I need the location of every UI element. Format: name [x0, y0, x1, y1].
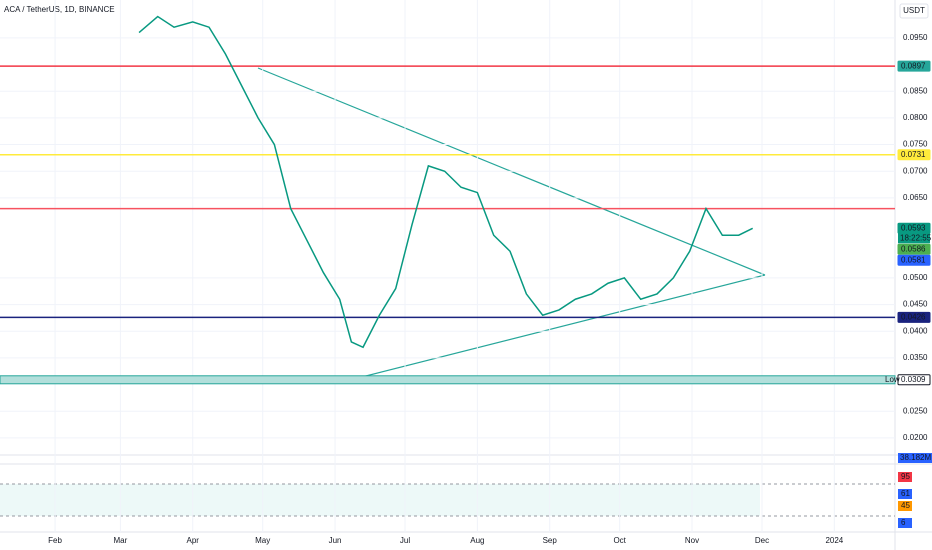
- x-tick-label: Feb: [48, 536, 62, 545]
- level-band: [0, 375, 896, 385]
- price-badge: [897, 254, 931, 266]
- y-tick-label: 0.0950: [903, 33, 928, 42]
- oscillator-label: 6: [901, 518, 906, 527]
- x-tick-label: Nov: [685, 536, 699, 545]
- y-tick-label: 0.0450: [903, 300, 928, 309]
- oscillator-badge: [898, 489, 912, 499]
- countdown-box: [898, 233, 930, 244]
- y-tick-label: 0.0700: [903, 166, 928, 175]
- oscillator-band: [0, 484, 760, 516]
- y-tick-label: 0.0850: [903, 86, 928, 95]
- price-badge-label: 0.0309: [901, 375, 926, 384]
- currency-box: [899, 3, 929, 19]
- oscillator-label: 61: [901, 489, 910, 498]
- price-badge: [897, 149, 931, 161]
- oscillator-label: 45: [901, 501, 910, 510]
- price-badge: [897, 311, 931, 323]
- price-badge-label: 0.0731: [901, 150, 926, 159]
- y-tick-label: 0.0400: [903, 326, 928, 335]
- price-badge-label: 0.0897: [901, 61, 926, 70]
- price-badge-label: 0.0426: [901, 312, 926, 321]
- x-tick-label: Apr: [186, 536, 199, 545]
- y-tick-label: 0.0350: [903, 353, 928, 362]
- x-tick-label: 2024: [825, 536, 843, 545]
- oscillator-label: 95: [901, 472, 910, 481]
- y-tick-label: 0.0750: [903, 140, 928, 149]
- y-tick-label: 0.0650: [903, 193, 928, 202]
- volume-label: 38.182M: [900, 453, 931, 462]
- x-tick-label: Oct: [613, 536, 626, 545]
- x-tick-label: Mar: [114, 536, 128, 545]
- x-tick-label: May: [255, 536, 270, 545]
- price-badge-label: 0.0586: [901, 244, 926, 253]
- y-tick-label: 0.0200: [903, 433, 928, 442]
- countdown: 18:22:55: [900, 233, 932, 242]
- price-badge-label: 0.0593: [901, 223, 926, 232]
- x-tick-label: Jul: [400, 536, 410, 545]
- x-tick-label: Aug: [470, 536, 484, 545]
- y-tick-label: 0.0800: [903, 113, 928, 122]
- volume-badge: [898, 453, 932, 463]
- oscillator-badge: [898, 501, 912, 511]
- oscillator-badge: [898, 472, 912, 482]
- x-tick-label: Jun: [329, 536, 342, 545]
- price-badge: [897, 374, 931, 386]
- x-tick-label: Sep: [543, 536, 558, 545]
- triangle-lower: [357, 274, 766, 379]
- price-line: [138, 15, 754, 349]
- y-tick-label: 0.0250: [903, 406, 928, 415]
- currency: USDT: [903, 6, 925, 15]
- low-label: Low: [885, 375, 900, 384]
- price-badge-label: 0.0581: [901, 255, 926, 264]
- y-tick-label: 0.0500: [903, 273, 928, 282]
- symbol-title: ACA / TetherUS, 1D, BINANCE: [4, 5, 115, 14]
- oscillator-badge: [898, 518, 912, 528]
- x-tick-label: Dec: [755, 536, 769, 545]
- price-badge: [897, 60, 931, 72]
- price-badge: [897, 243, 931, 255]
